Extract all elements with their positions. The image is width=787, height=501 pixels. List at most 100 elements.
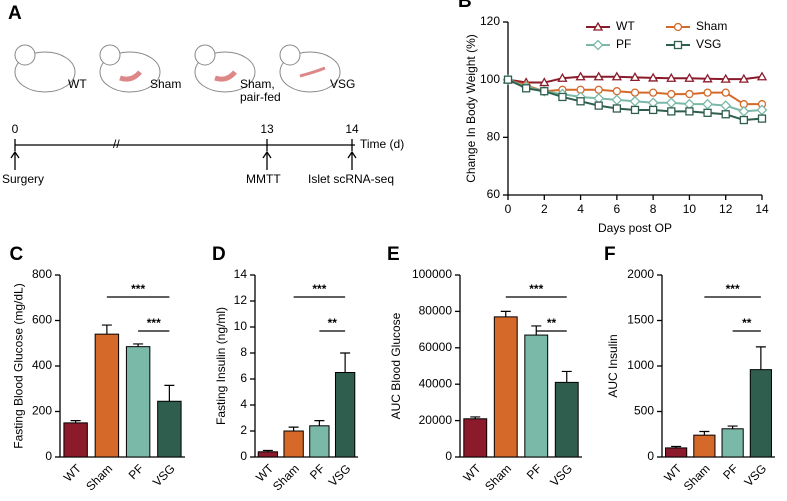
marker [685, 107, 694, 116]
marker [703, 108, 712, 117]
y-tick-label: 0 [240, 449, 247, 463]
x-tick-label: 6 [614, 202, 621, 216]
y-axis-title: AUC Insulin [606, 334, 620, 397]
x-tick-label: VSG [741, 461, 769, 489]
marker [648, 105, 658, 115]
bar [125, 346, 151, 458]
event: Islet scRNA-seq [308, 172, 394, 186]
marker [721, 88, 730, 97]
marker [593, 71, 604, 81]
y-tick-label: 800 [32, 267, 52, 281]
x-tick-label: VSG [150, 461, 178, 489]
y-tick-label: 100000 [412, 267, 452, 281]
marker [540, 87, 549, 96]
y-tick-label: 80 [487, 130, 501, 144]
x-tick-label: 14 [755, 202, 769, 216]
marker [648, 88, 658, 97]
y-tick-label: 60000 [419, 340, 453, 354]
y-tick-label: 100 [480, 72, 500, 86]
x-axis-title: Days post OP [598, 221, 672, 235]
y-tick-label: 8 [240, 345, 247, 359]
legend-marker [673, 40, 683, 50]
legend-label: WT [616, 19, 635, 33]
time-tick: 13 [260, 122, 274, 136]
marker [630, 88, 640, 97]
marker [612, 87, 622, 96]
marker [757, 114, 767, 123]
x-tick-label: 4 [577, 202, 584, 216]
y-tick-label: 2000 [627, 267, 654, 281]
x-tick-label: 2 [541, 202, 548, 216]
bar [554, 381, 579, 458]
marker [756, 71, 768, 81]
arrow [262, 150, 272, 170]
y-axis-title: AUC Blood Glucose [389, 312, 403, 419]
significance-label: *** [726, 282, 740, 296]
x-tick-label: 0 [505, 202, 512, 216]
bar [257, 451, 279, 458]
marker [539, 77, 550, 87]
y-tick-label: 2 [240, 423, 247, 437]
x-tick-label: Sham [270, 461, 302, 493]
marker [667, 89, 676, 99]
legend-label: PF [616, 37, 631, 51]
marker [702, 98, 713, 110]
error-bar [288, 426, 299, 431]
error-bar [755, 346, 766, 370]
bar [493, 316, 518, 458]
panel-label: A [8, 3, 22, 24]
error-bar [133, 343, 144, 347]
error-bar [314, 420, 325, 426]
marker [594, 101, 603, 110]
marker [648, 72, 659, 82]
legend-marker [592, 21, 604, 31]
y-tick-label: 60 [487, 187, 501, 201]
y-axis-title: Fasting Insulin (ng/ml) [214, 307, 228, 425]
y-tick-label: 1500 [627, 313, 654, 327]
mouse-label: VSG [330, 77, 355, 91]
bar [749, 369, 772, 458]
y-tick-label: 0 [647, 449, 654, 463]
marker [594, 85, 603, 94]
significance-label: ** [742, 316, 752, 330]
error-bar [340, 352, 351, 373]
mouse-label: Sham, [240, 77, 275, 91]
panel-label: D [212, 244, 226, 265]
error-bar [561, 370, 572, 383]
y-tick-label: 6 [240, 371, 247, 385]
marker [576, 97, 585, 106]
significance-label: ** [328, 316, 338, 330]
bar [334, 372, 356, 458]
y-tick-label: 80000 [419, 304, 453, 318]
significance-label: *** [529, 282, 543, 296]
mouse-label: pair-fed [240, 90, 281, 104]
y-tick-label: 0 [445, 449, 452, 463]
x-tick-label: WT [461, 461, 485, 485]
arrow [347, 150, 357, 170]
y-tick-label: 400 [32, 358, 52, 372]
marker [666, 72, 677, 82]
x-tick-label: 10 [683, 202, 697, 216]
significance-label: *** [131, 282, 145, 296]
y-tick-label: 0 [45, 449, 52, 463]
mouse-icons [14, 44, 341, 93]
axis-break: // [113, 137, 120, 151]
y-tick-label: 200 [32, 404, 52, 418]
x-tick-label: 12 [719, 202, 733, 216]
x-tick-label: PF [126, 461, 147, 482]
marker [575, 71, 586, 81]
y-tick-label: 40000 [419, 376, 453, 390]
marker [684, 72, 695, 82]
significance-label: ** [547, 316, 557, 330]
y-axis-title: Change In Body Weight (%) [464, 34, 478, 183]
x-tick-label: 8 [650, 202, 657, 216]
y-axis-title: Fasting Blood Glucose (mg/dL) [12, 283, 26, 448]
marker [739, 115, 749, 125]
significance-label: *** [147, 316, 161, 330]
x-tick-label: VSG [326, 461, 354, 489]
panel-label: E [387, 244, 400, 265]
x-tick-label: VSG [547, 461, 575, 489]
time-tick: 0 [12, 122, 19, 136]
y-tick-label: 1000 [627, 358, 654, 372]
error-bar [70, 420, 81, 423]
